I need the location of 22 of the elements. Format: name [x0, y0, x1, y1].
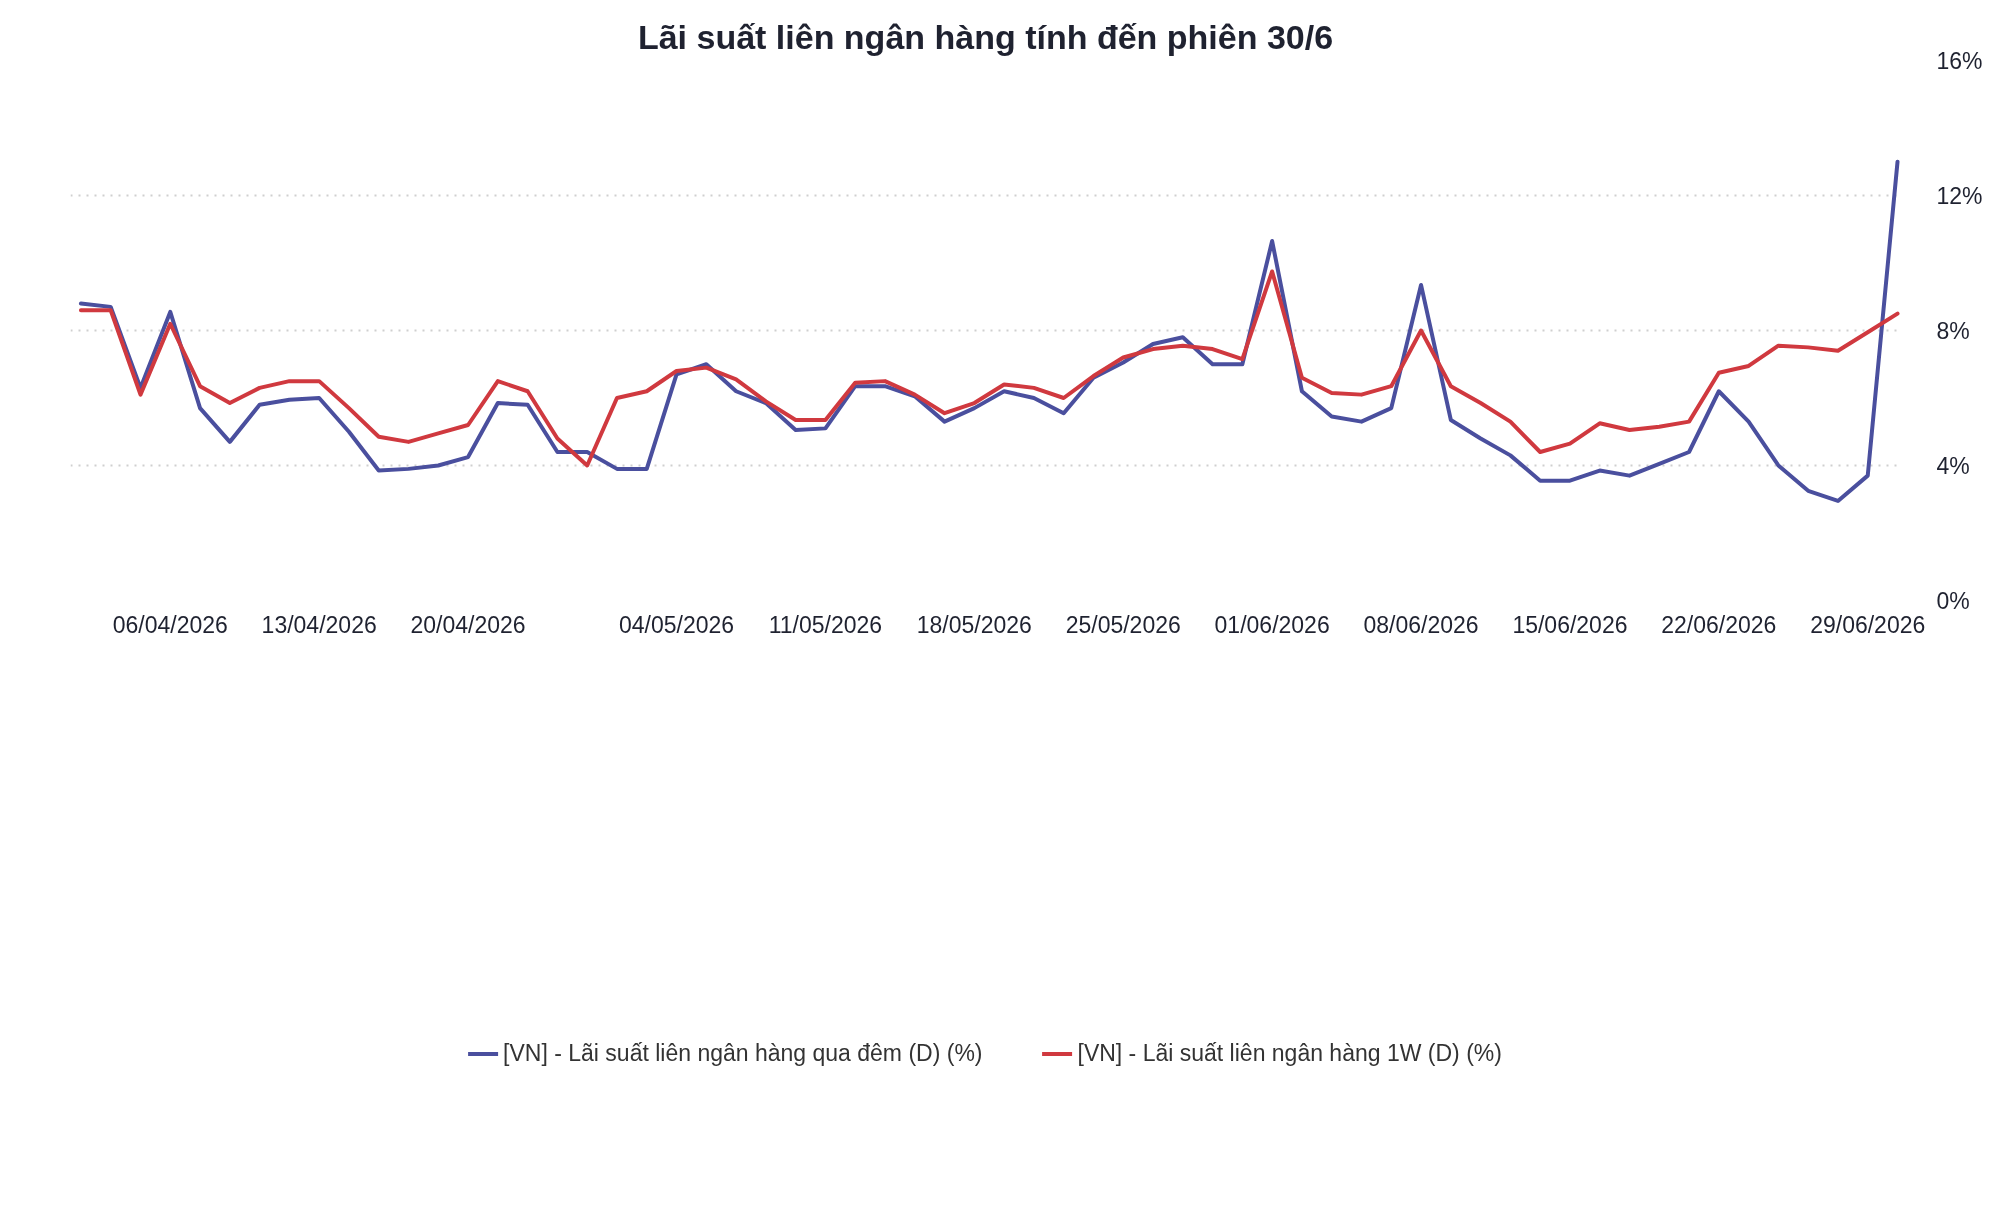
legend-label: [VN] - Lãi suất liên ngân hàng 1W (D) (%) [1077, 1039, 1502, 1067]
y-tick-label: 0% [1936, 587, 1970, 614]
x-tick-label: 11/05/2026 [768, 611, 883, 638]
x-tick-label: 06/04/2026 [112, 611, 228, 638]
x-tick-label: 15/06/2026 [1512, 611, 1628, 638]
line-series [78, 159, 1900, 503]
x-tick-label: 20/04/2026 [410, 611, 526, 638]
y-tick-label: 12% [1936, 182, 1983, 209]
x-tick-label: 22/06/2026 [1661, 611, 1777, 638]
x-tick-label: 29/06/2026 [1810, 611, 1926, 638]
y-tick-label: 16% [1936, 47, 1983, 74]
legend-label: [VN] - Lãi suất liên ngân hàng qua đêm (D) (%) [503, 1039, 983, 1067]
y-tick-label: 4% [1936, 452, 1970, 479]
x-tick-label: 13/04/2026 [261, 611, 377, 638]
x-tick-label: 08/06/2026 [1363, 611, 1479, 638]
line-series [78, 269, 1900, 468]
y-tick-label: 8% [1936, 317, 1970, 344]
chart-title: Lãi suất liên ngân hàng tính đến phiên 30/6 [637, 17, 1334, 56]
x-tick-label: 18/05/2026 [916, 611, 1032, 638]
x-tick-label: 01/06/2026 [1214, 611, 1330, 638]
x-tick-label: 04/05/2026 [618, 611, 735, 638]
x-tick-label: 25/05/2026 [1065, 611, 1181, 638]
